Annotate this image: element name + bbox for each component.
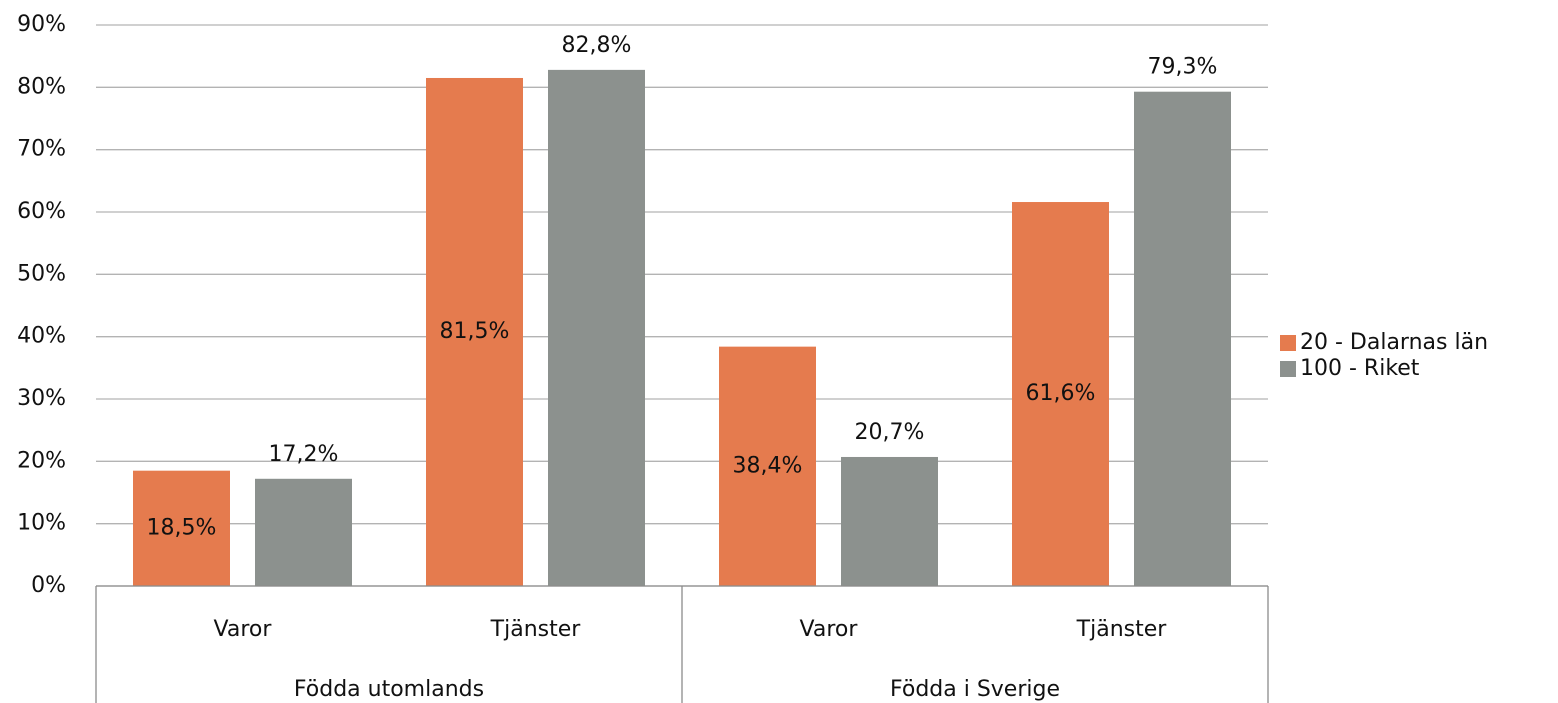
legend-swatch xyxy=(1280,335,1296,351)
y-tick-label: 70% xyxy=(17,137,66,162)
y-tick-label: 10% xyxy=(17,511,66,536)
group-label: Födda utomlands xyxy=(294,677,484,702)
data-label: 38,4% xyxy=(733,453,803,478)
data-label: 79,3% xyxy=(1148,55,1218,80)
data-label: 61,6% xyxy=(1026,381,1096,406)
data-label: 17,2% xyxy=(269,442,339,467)
x-tick-label: Varor xyxy=(800,617,859,642)
bar xyxy=(1134,91,1231,587)
y-tick-label: 30% xyxy=(17,386,66,411)
bar xyxy=(255,478,352,586)
y-tick-label: 60% xyxy=(17,199,66,224)
y-tick-label: 0% xyxy=(31,573,66,598)
data-label: 81,5% xyxy=(440,319,510,344)
legend-label: 20 - Dalarnas län xyxy=(1300,330,1488,355)
legend-label: 100 - Riket xyxy=(1300,356,1420,381)
data-label: 18,5% xyxy=(147,515,217,540)
bar xyxy=(841,456,938,586)
data-label: 82,8% xyxy=(562,33,632,58)
x-tick-label: Tjänster xyxy=(490,617,582,642)
bar xyxy=(548,69,645,586)
bar xyxy=(1012,202,1109,586)
y-tick-label: 50% xyxy=(17,261,66,286)
bar xyxy=(133,470,230,586)
x-tick-label: Varor xyxy=(214,617,273,642)
legend-swatch xyxy=(1280,361,1296,377)
y-tick-label: 80% xyxy=(17,74,66,99)
group-label: Födda i Sverige xyxy=(890,677,1060,702)
y-tick-label: 20% xyxy=(17,448,66,473)
x-tick-label: Tjänster xyxy=(1076,617,1168,642)
bar xyxy=(719,346,816,586)
data-label: 20,7% xyxy=(855,420,925,445)
y-tick-label: 40% xyxy=(17,324,66,349)
y-tick-label: 90% xyxy=(17,12,66,37)
bar xyxy=(426,77,523,586)
